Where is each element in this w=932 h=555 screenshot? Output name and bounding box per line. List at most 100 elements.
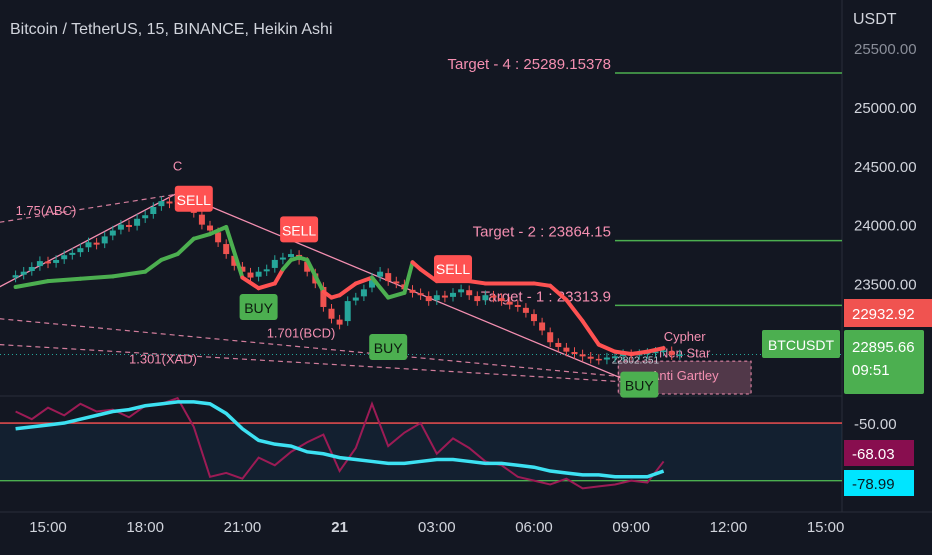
time-tick-label: 06:00 <box>515 519 553 536</box>
candle-body <box>279 257 286 260</box>
last-price-tag <box>844 330 924 394</box>
supertrend-segment <box>613 349 634 357</box>
price-tick-label: 25500.00 <box>854 41 917 58</box>
candle-body <box>255 271 262 277</box>
candle-body <box>158 201 165 207</box>
time-tick-label: 21 <box>331 519 348 536</box>
candle-body <box>539 322 546 331</box>
pattern-name-label: Nen Star <box>659 346 711 361</box>
supertrend-segment <box>13 279 50 289</box>
candle-body <box>69 252 76 255</box>
candle-body <box>360 289 367 297</box>
target-label: Target - 4 : 25289.15378 <box>448 56 611 73</box>
symbol-tag <box>762 330 840 358</box>
candle-body <box>85 242 92 248</box>
candle-body <box>166 201 173 204</box>
sell-signal-label: SELL <box>282 222 316 238</box>
osc-fast-tag <box>844 470 914 496</box>
candle-body <box>458 289 465 293</box>
buy-signal-label: BUY <box>244 300 273 316</box>
candle-body <box>304 261 311 272</box>
time-tick-label: 09:00 <box>612 519 650 536</box>
supertrend-segment <box>240 275 261 291</box>
high-price-tag-label: 22932.92 <box>852 306 915 323</box>
candle-body <box>271 259 278 268</box>
pattern-line-xad <box>0 344 632 383</box>
candle-body <box>117 224 124 230</box>
buy-signal-badge <box>620 371 659 398</box>
candle-body <box>377 271 384 277</box>
pattern-name-label: Anti Gartley <box>651 368 719 383</box>
supertrend-segment <box>596 342 617 354</box>
countdown-tag-label: 09:51 <box>852 362 890 379</box>
candle-body <box>263 269 270 272</box>
candle-body <box>231 255 238 266</box>
candle-body <box>393 281 400 284</box>
supertrend-segment <box>78 274 115 281</box>
candle-body <box>53 259 60 263</box>
supertrend-segment <box>402 260 415 295</box>
candle-body <box>522 307 529 313</box>
candle-body <box>531 314 537 322</box>
supertrend-segment <box>191 232 212 241</box>
osc-fast-tag-label: -78.99 <box>852 476 895 493</box>
pattern-line-abc <box>0 193 178 223</box>
osc-series-slow <box>15 396 665 490</box>
axis-unit: USDT <box>853 11 897 28</box>
candle-body <box>45 261 51 264</box>
candle-body <box>247 272 254 278</box>
candle-body <box>579 354 586 357</box>
buy-signal-badge <box>369 333 408 360</box>
candle-body <box>198 214 205 225</box>
candle-body <box>126 224 132 227</box>
osc-band <box>0 423 842 481</box>
candle-body <box>668 351 675 356</box>
sell-signal-badge <box>280 216 319 243</box>
candle-body <box>498 298 505 302</box>
candle-body <box>587 356 594 359</box>
candle-body <box>571 352 578 355</box>
sell-signal-label: SELL <box>436 261 470 277</box>
price-axis-bg <box>842 0 932 550</box>
candle-body <box>320 286 327 307</box>
candle-body <box>563 347 570 352</box>
time-tick-label: 15:00 <box>807 519 845 536</box>
sell-signal-badge <box>174 185 213 212</box>
supertrend-segment <box>272 267 285 286</box>
candle-body <box>36 261 43 267</box>
candle-body <box>547 332 554 343</box>
candle-body <box>101 236 108 244</box>
supertrend-segment <box>370 275 391 300</box>
price-tick-label: 24500.00 <box>854 159 917 176</box>
candle-body <box>450 292 456 297</box>
candle-body <box>207 225 213 231</box>
supertrend-segment <box>305 257 326 294</box>
supertrend-segment <box>386 290 407 300</box>
candle-body <box>28 266 35 271</box>
buy-signal-badge <box>239 293 278 320</box>
candle-body <box>288 254 294 258</box>
signals-layer: SELL SELL SELL BUY BUY BUY <box>174 185 659 398</box>
candle-body <box>652 351 659 354</box>
pattern-value-label: 22802.351 <box>612 355 660 366</box>
candle-body <box>474 296 481 302</box>
candle-body <box>482 295 489 301</box>
supertrend-segment <box>175 236 196 257</box>
candle-body <box>328 308 335 319</box>
target-label: Target - 2 : 23864.15 <box>473 224 611 241</box>
candle-body <box>433 295 440 301</box>
candle-body <box>77 248 84 253</box>
supertrend-segment <box>224 224 245 280</box>
candle-body <box>20 271 27 275</box>
osc-slow-tag <box>844 440 914 466</box>
pattern-layer: C 1.75(ABC) 1.701(BCD) 1.301(XAD) <box>0 159 632 383</box>
sell-signal-badge <box>434 255 472 282</box>
price-tags-layer: 22932.92 BTCUSDT 22895.66 09:51 -68.03 -78.99 <box>762 299 932 496</box>
supertrend-segment <box>46 276 83 284</box>
buy-signal-label: BUY <box>625 378 654 394</box>
candle-body <box>239 266 246 272</box>
candle-body <box>369 277 375 288</box>
candle-body <box>595 358 602 361</box>
